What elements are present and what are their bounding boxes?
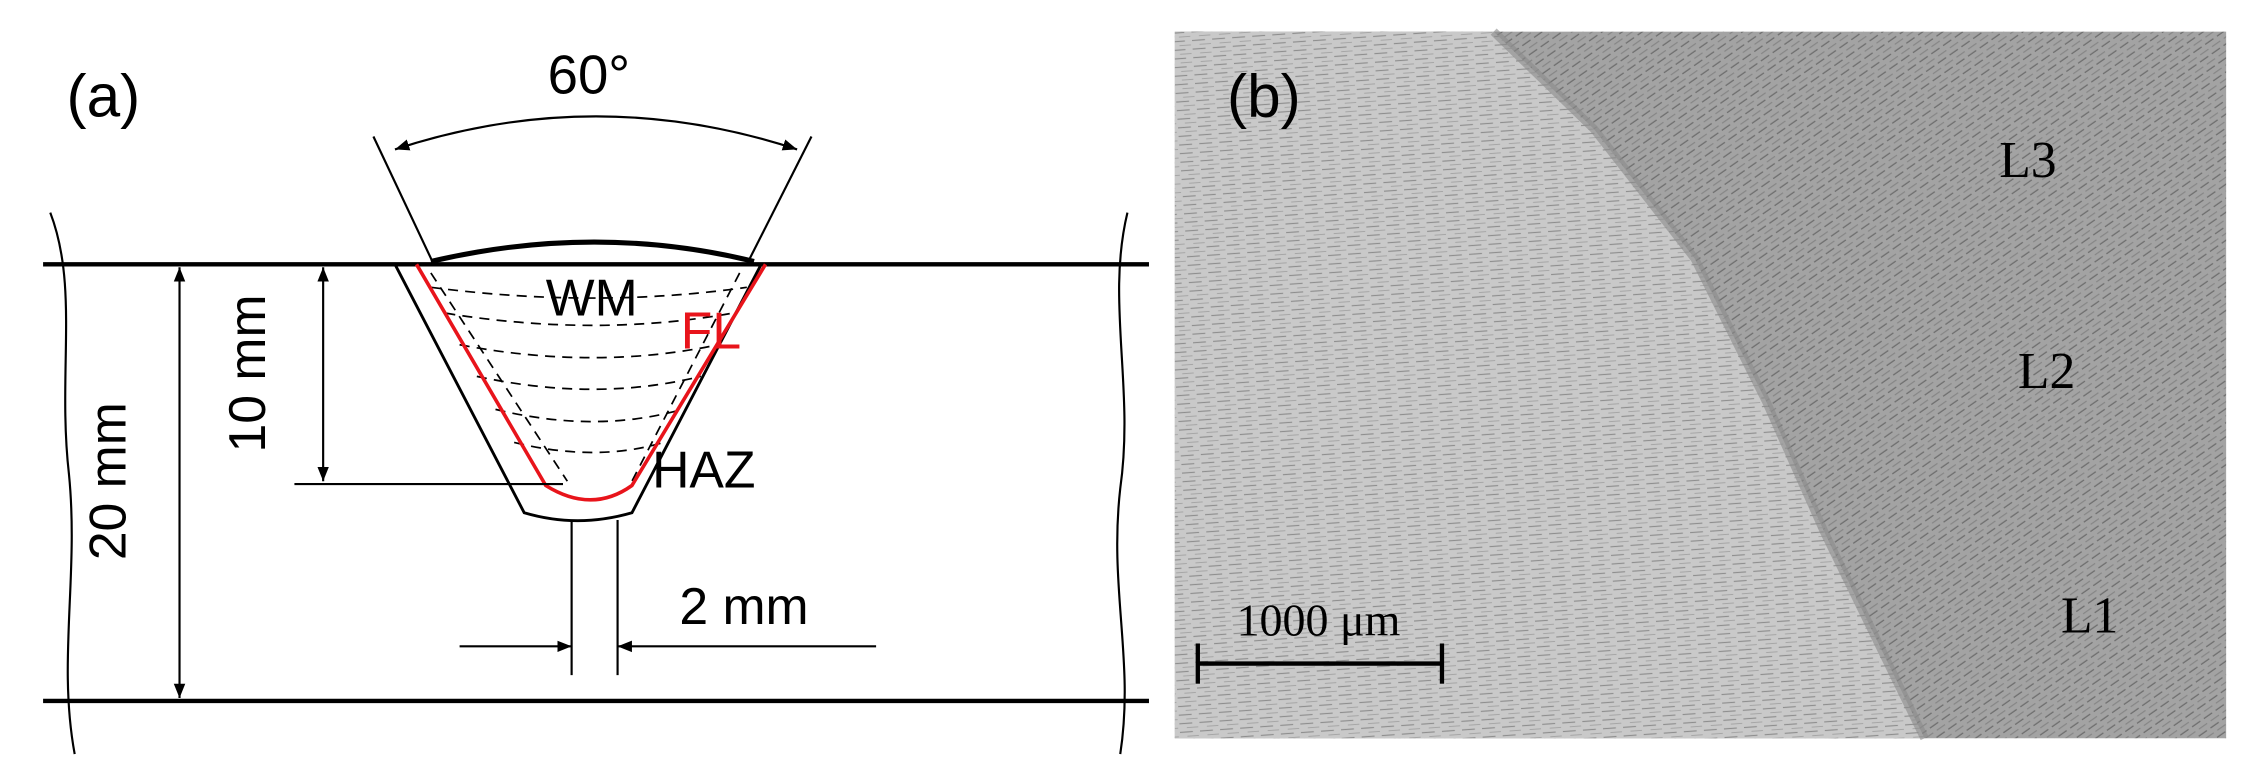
- layer-label: L1: [2061, 587, 2118, 644]
- weld-cap: [430, 239, 755, 264]
- wm-label: WM: [546, 268, 638, 326]
- fl-label: FL: [681, 301, 741, 359]
- panel-a-labels: (a) 60° WM FL HAZ 10 mm 20 mm 2 mm: [67, 44, 809, 635]
- base-metal: [1174, 31, 1925, 739]
- layer-label: L3: [1999, 132, 2056, 189]
- haz-label: HAZ: [652, 441, 755, 499]
- angle-arc: [394, 115, 798, 151]
- extension-line: [372, 136, 435, 265]
- panel-b-labels: (b) L3 L2 L1 1000 μm: [1227, 62, 2118, 646]
- panel-label: (b): [1227, 62, 1301, 130]
- thickness-label: 20 mm: [79, 402, 137, 560]
- weld-passes: [430, 272, 747, 482]
- depth-label: 10 mm: [218, 294, 276, 452]
- scale-bar-label: 1000 μm: [1237, 594, 1401, 645]
- angle-label: 60°: [548, 44, 631, 105]
- panel-label: (a): [67, 62, 141, 130]
- break-line-left: [49, 212, 76, 755]
- groove: [393, 263, 763, 523]
- panel-a: [43, 115, 1149, 755]
- gap-label: 2 mm: [679, 577, 808, 635]
- layer-label: L2: [2018, 343, 2075, 400]
- extension-line: [745, 136, 813, 265]
- fusion-boundary: [1490, 28, 1929, 741]
- fusion-line: [414, 263, 768, 502]
- panel-b: [1174, 28, 2227, 741]
- break-line-right: [1116, 212, 1129, 755]
